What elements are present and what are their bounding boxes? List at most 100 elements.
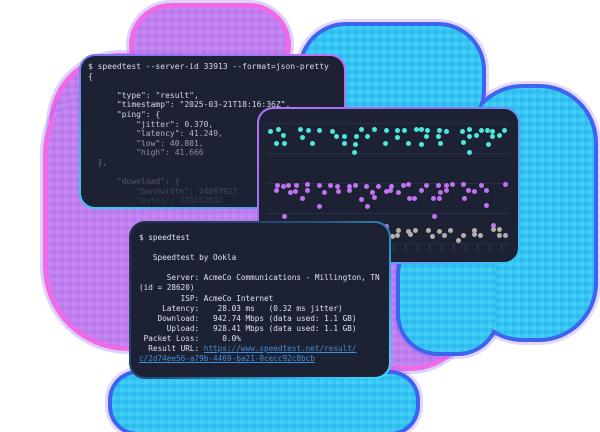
gray-series-dot [425,227,431,233]
gray-series-dot [497,232,503,238]
axis-tick [393,245,394,250]
cloud-blob [112,374,416,432]
cyan-series-dot [437,127,443,133]
purple-series-dot [461,182,467,188]
purple-series-dot [364,183,370,189]
purple-series-dot [406,182,412,188]
cyan-series-dot [501,127,507,133]
result-terminal-output: $ speedtest Speedtest by Ookla Server: A… [131,223,389,364]
cyan-series-dot [351,149,357,155]
purple-series-dot [444,188,450,194]
gray-series-dot [472,232,478,238]
axis-tick [405,245,406,250]
cyan-series-dot [316,127,322,133]
speedtest-result-text: $ speedtest Speedtest by Ookla Server: A… [139,233,380,343]
purple-series-dot [490,223,496,229]
purple-series-dot [502,182,508,187]
axis-tick [465,245,466,250]
cyan-series-dot [298,127,304,133]
chart-gridline [267,213,510,214]
cyan-series-dot [352,141,358,147]
cyan-series-dot [394,128,400,134]
cyan-series-dot [489,128,495,134]
cyan-series-dot [473,133,479,139]
chart-gridline [267,153,510,154]
gray-series-dot [396,227,402,233]
cyan-series-dot [371,127,377,133]
cyan-series-dot [383,141,389,147]
purple-series-dot [322,189,328,195]
cyan-series-dot [280,133,286,139]
cyan-series-dot [330,128,336,134]
purple-series-dot [336,189,342,195]
purple-series-dot [293,189,299,195]
axis-tick [453,245,454,250]
purple-series-dot [352,183,358,189]
result-url-link[interactable]: https://www.speedtest.net/result/ [203,344,357,354]
result-url-link-line2[interactable]: c/2d74ee56-a79b-4469-ba21-0cecc92c8bcb [139,354,315,364]
cyan-series-dot [478,128,484,134]
cyan-series-dot [424,127,430,133]
purple-series-dot [300,195,305,201]
cyan-series-dot [466,150,472,156]
gray-series-dot [408,232,414,238]
purple-series-dot [395,189,401,195]
purple-series-dot [412,195,418,201]
gray-series-dot [442,232,448,238]
purple-series-dot [375,183,381,189]
purple-series-dot [401,183,407,189]
purple-series-dot [418,188,424,194]
cyan-series-dot [490,133,496,139]
cyan-series-dot [276,127,282,133]
purple-series-dot [388,188,394,194]
axis-tick [429,245,430,250]
axis-tick [441,245,442,250]
cyan-series-dot [365,133,371,139]
axis-tick [489,245,490,250]
purple-series-dot [294,183,300,189]
gray-series-dot [461,233,467,239]
cyan-series-dot [423,134,429,140]
cyan-series-dot [281,140,287,146]
cyan-series-dot [435,133,441,139]
cyan-series-dot [460,128,466,134]
chart-gridline [267,183,510,184]
purple-series-dot [304,188,310,193]
purple-series-dot [369,189,375,195]
cyan-series-dot [485,127,491,133]
axis-tick [477,245,478,250]
purple-series-dot [327,183,333,189]
gray-series-dot [502,232,508,238]
purple-series-dot [316,182,322,188]
purple-series-dot [273,188,279,194]
gray-series-dot [406,228,412,234]
cyan-series-dot [333,134,339,140]
purple-series-dot [389,183,395,189]
cyan-series-dot [341,140,347,146]
cyan-series-dot [395,134,401,140]
gray-series-dot [394,232,400,238]
cyan-series-dot [444,128,450,134]
cyan-series-dot [383,128,389,134]
cyan-series-dot [274,141,280,147]
cyan-series-dot [353,134,359,140]
purple-series-dot [478,183,484,189]
cyan-series-dot [413,127,419,132]
purple-series-dot [450,182,456,188]
cyan-series-dot [306,128,312,133]
purple-series-dot [316,204,322,210]
cyan-series-dot [466,127,472,133]
gray-series-dot [436,228,442,234]
cyan-series-dot [341,133,347,139]
cyan-series-dot [310,140,316,146]
cyan-series-dot [467,134,473,140]
purple-series-dot [432,213,438,219]
gray-series-dot [413,227,419,233]
purple-series-dot [461,195,467,201]
purple-series-dot [347,183,353,189]
purple-series-dot [423,182,429,188]
cyan-series-dot [406,141,412,147]
gray-series-dot [491,227,497,233]
purple-series-dot [304,182,310,188]
